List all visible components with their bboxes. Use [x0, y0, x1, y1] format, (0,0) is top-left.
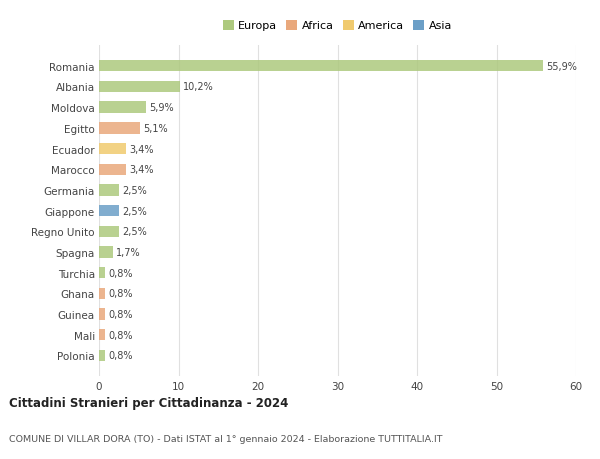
- Text: 5,9%: 5,9%: [149, 103, 174, 113]
- Legend: Europa, Africa, America, Asia: Europa, Africa, America, Asia: [221, 18, 454, 34]
- Bar: [99, 144, 126, 155]
- Text: COMUNE DI VILLAR DORA (TO) - Dati ISTAT al 1° gennaio 2024 - Elaborazione TUTTIT: COMUNE DI VILLAR DORA (TO) - Dati ISTAT …: [9, 434, 443, 442]
- Bar: [99, 102, 146, 113]
- Bar: [99, 164, 126, 175]
- Bar: [99, 350, 106, 361]
- Text: 2,5%: 2,5%: [122, 227, 147, 237]
- Text: 1,7%: 1,7%: [116, 247, 140, 257]
- Text: Cittadini Stranieri per Cittadinanza - 2024: Cittadini Stranieri per Cittadinanza - 2…: [9, 396, 289, 409]
- Text: 10,2%: 10,2%: [183, 82, 214, 92]
- Text: 0,8%: 0,8%: [109, 268, 133, 278]
- Text: 0,8%: 0,8%: [109, 289, 133, 299]
- Text: 55,9%: 55,9%: [547, 62, 577, 72]
- Text: 3,4%: 3,4%: [129, 165, 154, 175]
- Bar: [99, 309, 106, 320]
- Bar: [99, 123, 140, 134]
- Text: 0,8%: 0,8%: [109, 309, 133, 319]
- Text: 0,8%: 0,8%: [109, 351, 133, 361]
- Bar: [99, 226, 119, 237]
- Text: 2,5%: 2,5%: [122, 185, 147, 196]
- Bar: [99, 288, 106, 299]
- Text: 5,1%: 5,1%: [143, 123, 167, 134]
- Text: 2,5%: 2,5%: [122, 206, 147, 216]
- Bar: [99, 268, 106, 279]
- Text: 3,4%: 3,4%: [129, 144, 154, 154]
- Bar: [99, 82, 180, 93]
- Bar: [99, 247, 113, 258]
- Bar: [99, 330, 106, 341]
- Bar: [99, 206, 119, 217]
- Bar: [99, 61, 544, 72]
- Bar: [99, 185, 119, 196]
- Text: 0,8%: 0,8%: [109, 330, 133, 340]
